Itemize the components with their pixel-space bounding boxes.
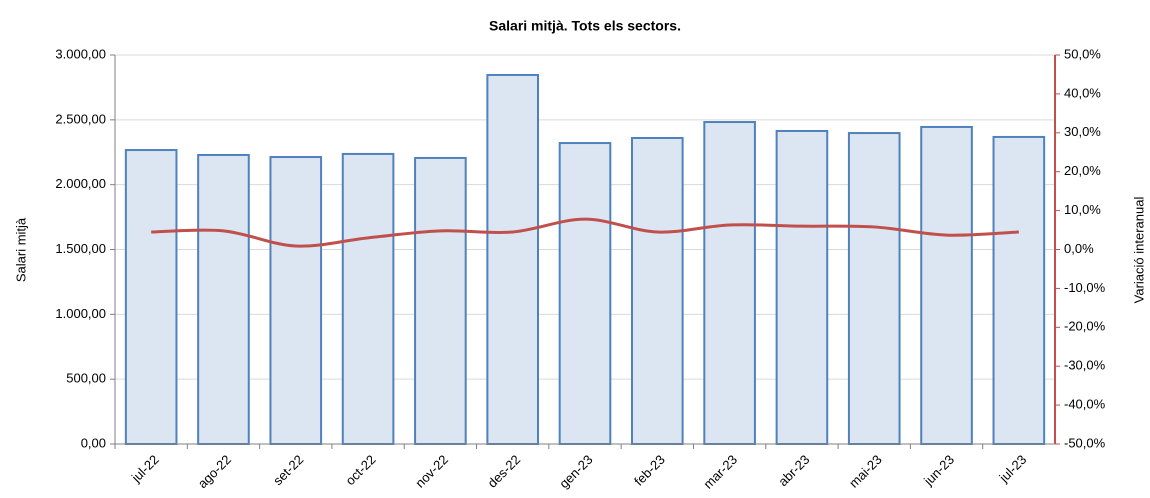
- y2-tick-label: 20,0%: [1064, 163, 1101, 178]
- y-tick-label: 2.500,00: [55, 111, 106, 126]
- y2-tick-label: 10,0%: [1064, 202, 1101, 217]
- x-tick-label: mar-23: [700, 452, 740, 492]
- x-tick-label: gen-23: [556, 452, 595, 491]
- y-tick-label: 500,00: [66, 371, 106, 386]
- y2-tick-label: 0,0%: [1064, 241, 1094, 256]
- x-tick-label: feb-23: [631, 452, 668, 489]
- x-tick-label: abr-23: [775, 452, 812, 489]
- y2-tick-label: -30,0%: [1064, 358, 1106, 373]
- x-tick-label: ago-22: [195, 452, 234, 491]
- x-tick-label: jun-23: [920, 452, 957, 489]
- y-tick-label: 2.000,00: [55, 176, 106, 191]
- y2-tick-label: -10,0%: [1064, 280, 1106, 295]
- x-tick-label: set-22: [270, 452, 306, 488]
- y2-tick-label: 40,0%: [1064, 85, 1101, 100]
- bar: [775, 129, 829, 445]
- bar: [631, 136, 684, 445]
- x-tick-label: oct-22: [342, 452, 378, 488]
- bar: [558, 142, 612, 445]
- y2-tick-label: 50,0%: [1064, 46, 1101, 61]
- bar: [414, 156, 467, 446]
- bar: [920, 125, 973, 445]
- bar: [124, 149, 178, 446]
- bar: [197, 153, 250, 446]
- y-tick-label: 0,00: [81, 435, 106, 450]
- y2-tick-label: -40,0%: [1064, 397, 1106, 412]
- y2-tick-label: -50,0%: [1064, 435, 1106, 450]
- x-tick-label: jul-23: [996, 452, 1030, 486]
- y-tick-label: 1.500,00: [55, 241, 106, 256]
- bar: [269, 156, 323, 445]
- line: [151, 217, 1019, 248]
- y-tick-label: 1.000,00: [55, 306, 106, 321]
- x-tick-label: nov-22: [412, 452, 451, 491]
- y-tick-label: 3.000,00: [55, 46, 106, 61]
- y-axis-label: Salari mitjà: [13, 217, 28, 282]
- x-tick-label: des-22: [485, 452, 524, 491]
- x-tick-label: mai-23: [846, 452, 885, 491]
- y2-axis-label: Variació interanual: [1131, 197, 1146, 304]
- x-tick-label: jul-22: [128, 452, 162, 486]
- bar: [847, 132, 901, 445]
- y2-tick-label: -20,0%: [1064, 319, 1106, 334]
- chart-title: Salari mitjà. Tots els sectors.: [489, 18, 681, 34]
- bar: [703, 121, 756, 446]
- bar: [486, 73, 539, 446]
- bar: [992, 135, 1046, 445]
- bar: [341, 152, 395, 445]
- y2-tick-label: 30,0%: [1064, 124, 1101, 139]
